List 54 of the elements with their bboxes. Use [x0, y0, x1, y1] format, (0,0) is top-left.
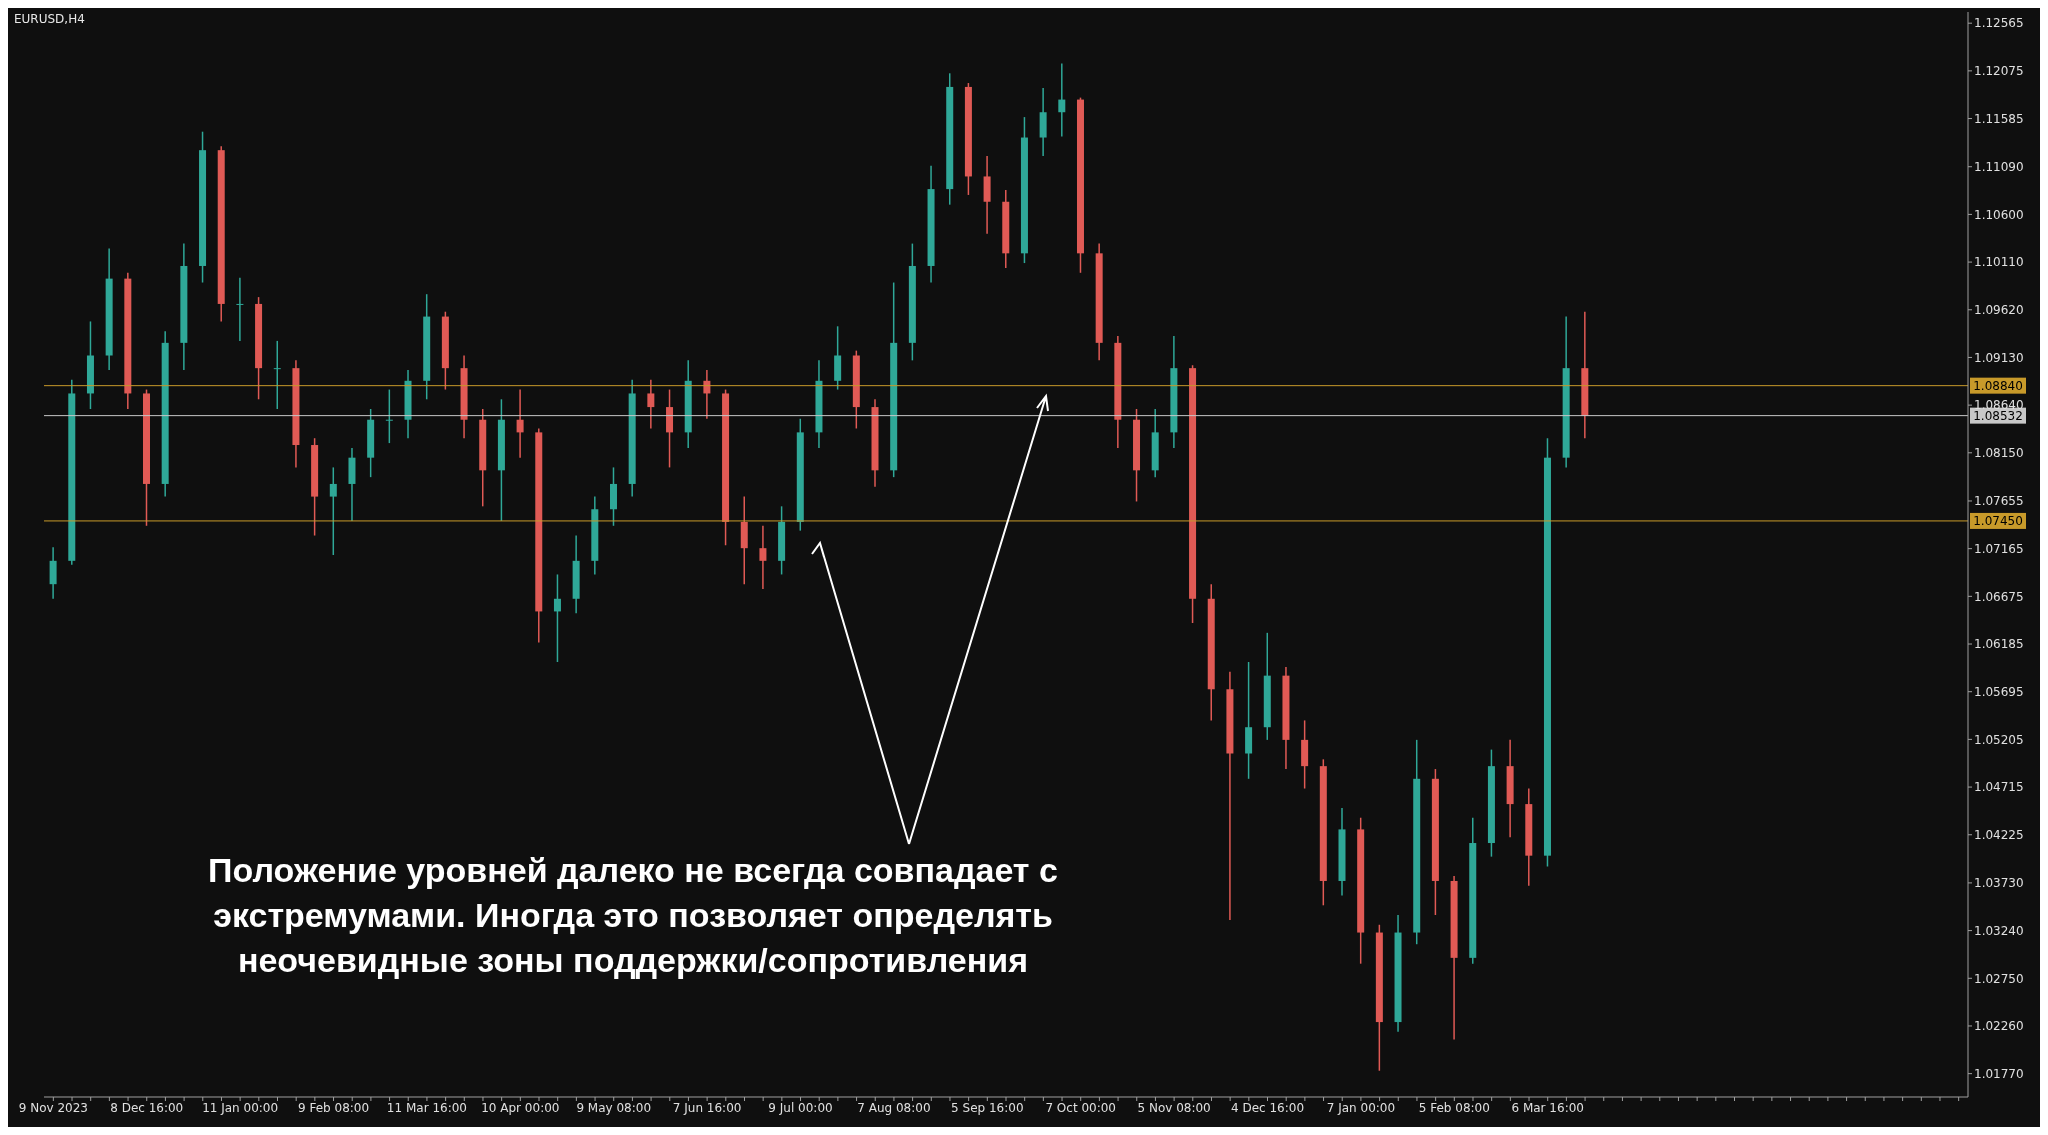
- y-tick-label: 1.02750: [1974, 971, 2024, 986]
- y-tick-label: 1.10600: [1974, 207, 2024, 222]
- x-tick-label: 4 Dec 16:00: [1230, 1100, 1305, 1115]
- candlestick: [49, 546, 57, 600]
- y-tick-label: 1.06675: [1974, 589, 2024, 604]
- y-tick-label: 1.06185: [1974, 637, 2024, 652]
- x-tick-label: 11 Mar 16:00: [386, 1100, 467, 1115]
- x-tick-label: 7 Aug 08:00: [857, 1100, 931, 1115]
- y-tick-label: 1.03730: [1974, 876, 2024, 891]
- y-tick-label: 1.10110: [1974, 255, 2024, 270]
- candlestick: [647, 379, 655, 430]
- y-tick-label: 1.04715: [1974, 780, 2024, 795]
- y-tick-label: 1.05205: [1974, 732, 2024, 747]
- chart-title: EURUSD,H4: [14, 12, 85, 26]
- x-tick-label: 7 Jun 16:00: [672, 1100, 742, 1115]
- ref-line-label: 1.08840: [1973, 378, 2023, 393]
- x-tick-label: 5 Nov 08:00: [1137, 1100, 1211, 1115]
- candlestick: [553, 573, 561, 663]
- candlestick: [329, 466, 337, 556]
- x-tick-label: 8 Dec 16:00: [110, 1100, 184, 1115]
- ref-line-label: 1.07450: [1973, 513, 2023, 528]
- x-tick-label: 6 Mar 16:00: [1511, 1100, 1584, 1115]
- x-tick-label: 9 Feb 08:00: [297, 1100, 370, 1115]
- candlestick: [1058, 62, 1066, 138]
- y-tick-label: 1.07655: [1974, 494, 2024, 509]
- candlestick: [273, 340, 281, 410]
- y-tick-label: 1.12075: [1974, 64, 2024, 79]
- x-tick-label: 11 Jan 00:00: [202, 1100, 279, 1115]
- y-tick-label: 1.09130: [1974, 350, 2024, 365]
- y-tick-label: 1.07165: [1974, 541, 2024, 556]
- y-tick-label: 1.11090: [1974, 159, 2024, 174]
- y-tick-label: 1.02260: [1974, 1019, 2024, 1034]
- x-tick-label: 7 Oct 00:00: [1045, 1100, 1117, 1115]
- y-tick-label: 1.04225: [1974, 828, 2024, 843]
- annotation: Положение уровней далеко не всегда совпадает с экстремумами. Иногда это позволяет определять неочевидные зоны поддержки/сопротивления: [207, 850, 1059, 981]
- candlestick: [236, 276, 244, 342]
- x-tick-label: 7 Jan 00:00: [1326, 1100, 1396, 1115]
- y-tick-label: 1.09620: [1974, 303, 2024, 318]
- y-tick-label: 1.05695: [1974, 684, 2024, 699]
- candlestick: [516, 388, 524, 459]
- x-tick-label: 9 Nov 2023: [18, 1100, 88, 1115]
- y-tick-label: 1.08150: [1974, 446, 2024, 461]
- x-tick-label: 9 Jul 00:00: [768, 1100, 833, 1115]
- y-tick-label: 1.11585: [1974, 111, 2024, 126]
- ref-line-label: 1.08532: [1973, 408, 2023, 423]
- y-tick-label: 1.01770: [1974, 1066, 2024, 1081]
- x-tick-label: 5 Feb 08:00: [1418, 1100, 1490, 1115]
- candlestick: [385, 388, 393, 444]
- x-tick-label: 10 Apr 00:00: [481, 1100, 560, 1115]
- x-tick-label: 9 May 08:00: [576, 1100, 652, 1115]
- y-tick-label: 1.03240: [1974, 923, 2024, 938]
- y-tick-label: 1.12565: [1974, 16, 2024, 31]
- candlestick: [759, 525, 767, 590]
- x-tick-label: 5 Sep 16:00: [951, 1100, 1024, 1115]
